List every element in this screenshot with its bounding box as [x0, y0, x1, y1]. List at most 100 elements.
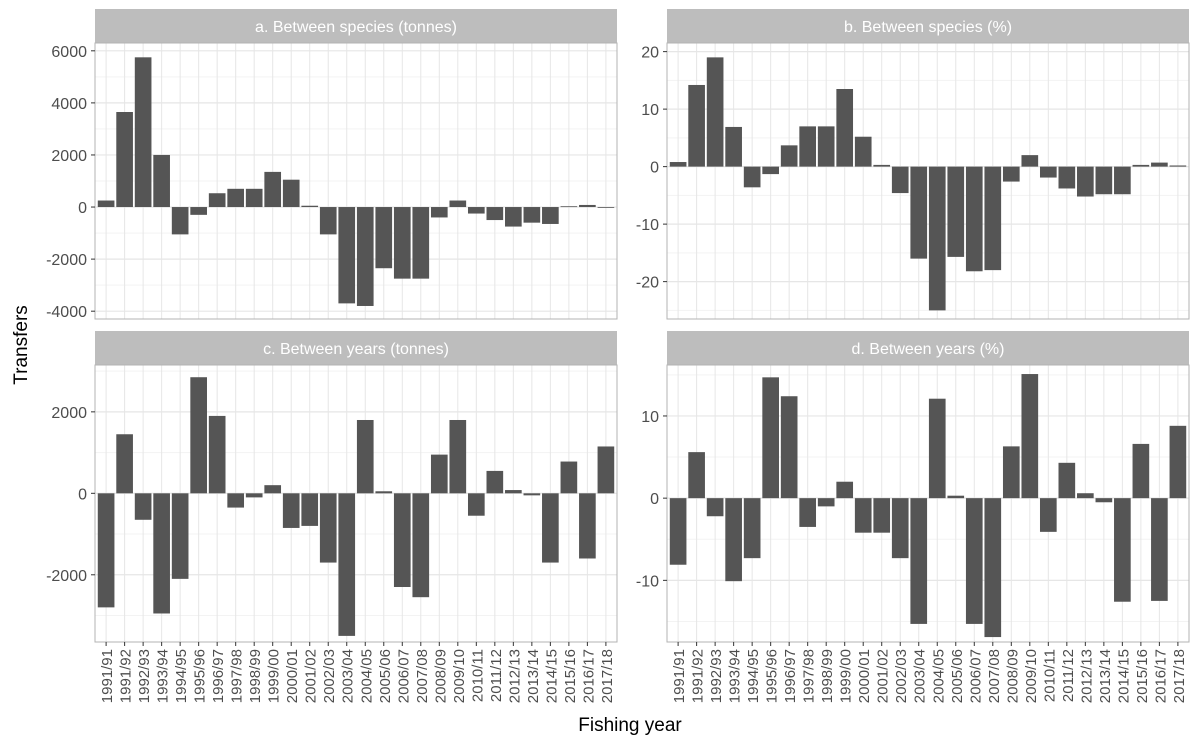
bar [873, 498, 891, 533]
x-tick-label: 2005/06 [377, 649, 394, 703]
x-tick-label: 1991/91 [671, 649, 688, 703]
bar [245, 188, 263, 208]
bar [190, 207, 207, 215]
bar [116, 112, 133, 208]
bar [780, 396, 798, 499]
x-tick-label: 2012/13 [506, 649, 523, 703]
bar [190, 377, 207, 494]
bar [449, 419, 467, 494]
bar [706, 57, 724, 167]
x-tick-label: 2007/08 [986, 649, 1003, 703]
bar [1114, 166, 1131, 195]
bar [725, 498, 742, 582]
x-tick-label: 2013/14 [525, 649, 542, 703]
y-tick-label: 2000 [51, 405, 87, 422]
bar [97, 200, 115, 208]
x-tick-label: 2003/04 [340, 649, 357, 703]
facet-panel: b. Between species (%) -20 -10 0 10 20 [636, 9, 1190, 320]
x-tick-label: 2011/12 [488, 649, 505, 702]
bar [412, 493, 430, 598]
bar [910, 166, 928, 259]
x-tick-label: 2008/09 [432, 649, 449, 703]
facet-strip [95, 9, 617, 43]
x-tick-label: 1998/99 [819, 649, 836, 703]
bar [1058, 462, 1076, 499]
y-tick-label: 4000 [51, 96, 87, 113]
x-tick-label: 2003/04 [912, 649, 929, 703]
bar [836, 481, 854, 499]
bar [1132, 164, 1150, 167]
bar [171, 207, 189, 235]
bar [799, 498, 817, 527]
x-tick-label: 1994/95 [745, 649, 762, 703]
bar [1002, 166, 1020, 182]
bar [1058, 166, 1076, 189]
facet-panel: a. Between species (tonnes) -4000 -2000 0 20… [46, 9, 618, 321]
bar [153, 493, 170, 614]
bar [688, 84, 705, 167]
bar [817, 126, 835, 167]
bar [542, 493, 559, 563]
bar [706, 498, 724, 517]
bar [1169, 425, 1187, 499]
bar [486, 470, 504, 494]
x-tick-label: 2014/15 [543, 649, 560, 703]
bar [762, 166, 779, 175]
bar [430, 454, 448, 494]
x-tick-label: 2002/03 [321, 649, 338, 703]
bar [669, 162, 687, 167]
x-tick-label: 1991/91 [99, 649, 116, 703]
panel-border [666, 364, 1190, 643]
bar [171, 493, 189, 579]
bar [208, 415, 226, 494]
bar [338, 207, 356, 304]
facet-panel: d. Between years (%) -10 0 10 1991/91 1991/92… [636, 331, 1190, 703]
bar [854, 136, 872, 167]
bar [282, 493, 300, 528]
bar [965, 498, 983, 624]
x-tick-label: 2010/11 [1041, 649, 1058, 702]
bar [227, 493, 245, 508]
bar [854, 498, 872, 533]
bar [928, 166, 946, 311]
bar [1169, 165, 1187, 167]
bar [338, 493, 356, 636]
y-tick-label: -10 [636, 573, 659, 590]
x-tick-label: 1998/99 [247, 649, 264, 703]
bar [282, 179, 300, 208]
y-tick-label: -10 [636, 217, 659, 234]
x-tick-label: 1997/98 [229, 649, 246, 703]
bar [116, 434, 133, 494]
panel-border [94, 42, 618, 320]
bar [910, 498, 928, 624]
bar [542, 207, 559, 224]
facet-strip [95, 331, 617, 365]
bar [947, 166, 965, 257]
x-tick-label: 1993/94 [727, 649, 744, 703]
bar [560, 206, 578, 208]
bar [1039, 166, 1057, 178]
y-tick-label: -20 [636, 275, 659, 292]
bar [1021, 155, 1039, 167]
x-tick-label: 1996/97 [782, 649, 799, 703]
bar [560, 461, 578, 494]
x-tick-label: 2000/01 [284, 649, 301, 703]
bar [1132, 443, 1150, 499]
x-tick-label: 2007/08 [414, 649, 431, 703]
x-tick-label: 1999/00 [266, 649, 283, 703]
x-tick-label: 2010/11 [469, 649, 486, 702]
x-tick-label: 2008/09 [1004, 649, 1021, 703]
bar [208, 193, 226, 208]
x-tick-label: 2017/18 [1171, 649, 1188, 703]
x-tick-label: 1997/98 [801, 649, 818, 703]
y-tick-label: -2000 [46, 568, 87, 585]
bar [579, 493, 596, 559]
bar [375, 207, 393, 269]
x-tick-label: 2014/15 [1115, 649, 1132, 703]
x-tick-label: 2001/02 [875, 649, 892, 703]
y-tick-label: -4000 [46, 304, 87, 321]
x-tick-label: 1995/96 [764, 649, 781, 703]
x-tick-label: 1992/93 [136, 649, 153, 703]
x-tick-label: 2012/13 [1078, 649, 1095, 703]
